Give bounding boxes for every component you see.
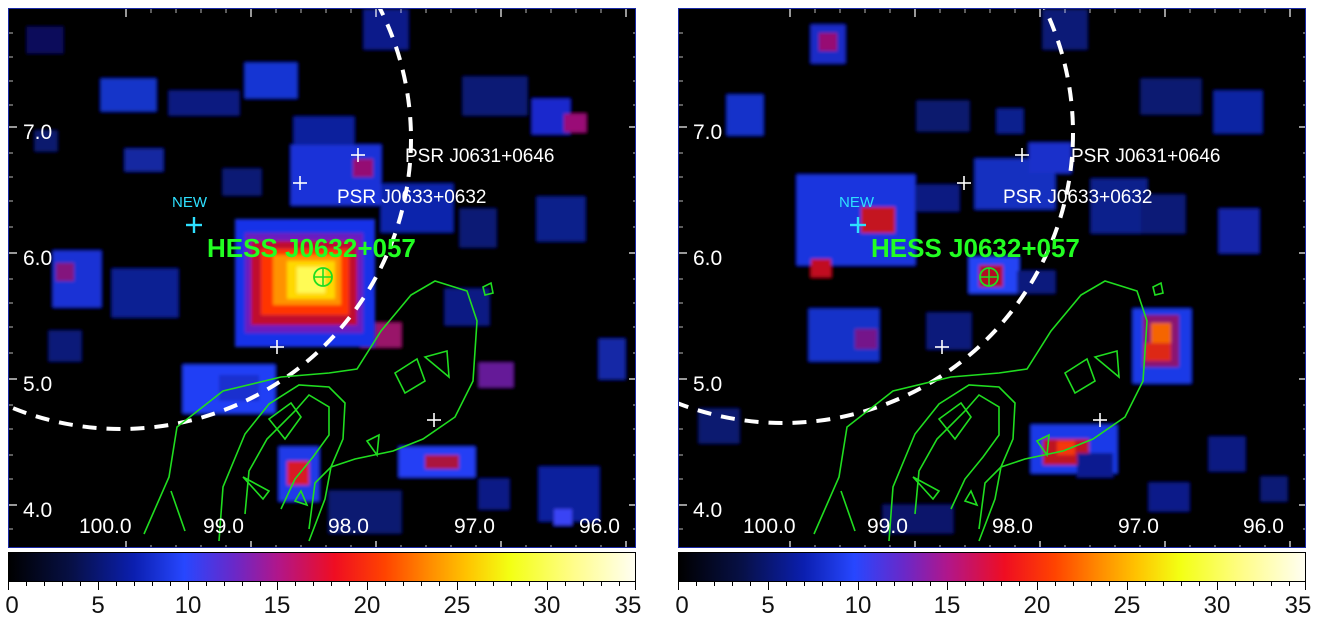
right-dashed-circle	[679, 9, 1075, 425]
left-y-tick-5: 5.0	[23, 373, 52, 396]
left-x-tick-98: 98.0	[328, 515, 369, 538]
left-y-tick-4: 4.0	[23, 499, 52, 522]
left-colorbar-label-25: 25	[443, 592, 471, 619]
left-dashed-circle	[9, 9, 413, 431]
right-new-source-label: NEW	[839, 194, 875, 211]
left-colorbar	[8, 552, 636, 582]
right-pulsar-label-1: PSR J0631+0646	[1071, 146, 1220, 167]
left-colorbar-label-5: 5	[91, 592, 105, 619]
right-background-pixels	[679, 9, 1305, 547]
left-new-source-marker	[186, 217, 202, 233]
right-hess-source-marker	[979, 267, 999, 287]
left-colorbar-label-35: 35	[614, 592, 642, 619]
left-colorbar-labels: 0 5 10 15 20 25 30 35	[5, 592, 641, 620]
right-x-tick-96: 96.0	[1243, 515, 1284, 538]
left-y-tick-6: 6.0	[23, 247, 52, 270]
left-new-source-label: NEW	[172, 194, 208, 211]
right-y-tick-6: 6.0	[693, 247, 722, 270]
right-pulsar-markers	[935, 148, 1107, 427]
left-colorbar-ticks	[8, 582, 636, 592]
right-colorbar-label-25: 25	[1113, 592, 1141, 619]
left-x-tick-96: 96.0	[579, 515, 620, 538]
right-sky-map: PSR J0631+0646 PSR J0633+0632 HESS J0632…	[679, 9, 1305, 547]
right-y-tick-4: 4.0	[693, 499, 722, 522]
right-colorbar-ticks	[678, 582, 1306, 592]
right-colorbar-label-35: 35	[1284, 592, 1312, 619]
left-colorbar-label-0: 0	[5, 592, 19, 619]
right-y-tick-5: 5.0	[693, 373, 722, 396]
right-colorbar	[678, 552, 1306, 582]
left-pulsar-label-2: PSR J0633+0632	[337, 187, 486, 208]
left-colorbar-label-15: 15	[263, 592, 291, 619]
right-sky-map-panel: PSR J0631+0646 PSR J0633+0632 HESS J0632…	[678, 8, 1306, 548]
left-colorbar-container: 0 5 10 15 20 25 30 35	[5, 552, 641, 627]
left-hess-source-emission	[235, 219, 375, 347]
right-colorbar-label-0: 0	[675, 592, 689, 619]
left-colorbar-label-20: 20	[353, 592, 381, 619]
right-x-tick-98: 98.0	[992, 515, 1033, 538]
left-axis-ticks	[9, 9, 635, 547]
right-colorbar-labels: 0 5 10 15 20 25 30 35	[675, 592, 1311, 620]
left-sky-map: PSR J0631+0646 PSR J0633+0632 HESS J0632…	[9, 9, 635, 547]
right-source-label: HESS J0632+057	[871, 233, 1080, 263]
left-source-label: HESS J0632+057	[207, 233, 416, 263]
right-y-tick-7: 7.0	[693, 121, 722, 144]
left-sky-map-panel: PSR J0631+0646 PSR J0633+0632 HESS J0632…	[8, 8, 636, 548]
right-x-tick-100: 100.0	[743, 515, 796, 538]
right-x-tick-97: 97.0	[1118, 515, 1159, 538]
left-minor-ticks	[9, 9, 635, 547]
left-background-pixels	[9, 9, 635, 547]
left-x-tick-100: 100.0	[79, 515, 132, 538]
right-axis-ticks	[679, 9, 1305, 547]
left-contours	[143, 280, 494, 542]
right-new-source-marker	[850, 217, 866, 233]
right-colorbar-label-15: 15	[933, 592, 961, 619]
right-colorbar-label-30: 30	[1203, 592, 1231, 619]
right-minor-ticks	[679, 9, 1305, 547]
right-contours	[813, 280, 1164, 542]
right-pulsar-label-2: PSR J0633+0632	[1003, 187, 1152, 208]
right-x-tick-99: 99.0	[867, 515, 908, 538]
right-colorbar-label-5: 5	[761, 592, 775, 619]
left-pulsar-markers	[270, 148, 441, 427]
right-colorbar-label-20: 20	[1023, 592, 1051, 619]
left-x-tick-97: 97.0	[454, 515, 495, 538]
right-colorbar-label-10: 10	[844, 592, 872, 619]
left-x-tick-99: 99.0	[203, 515, 244, 538]
left-y-tick-7: 7.0	[23, 121, 52, 144]
left-colorbar-label-10: 10	[174, 592, 202, 619]
left-pulsar-label-1: PSR J0631+0646	[405, 146, 554, 167]
left-hess-source-marker	[313, 267, 333, 287]
left-colorbar-label-30: 30	[533, 592, 561, 619]
right-colorbar-container: 0 5 10 15 20 25 30 35	[675, 552, 1311, 627]
